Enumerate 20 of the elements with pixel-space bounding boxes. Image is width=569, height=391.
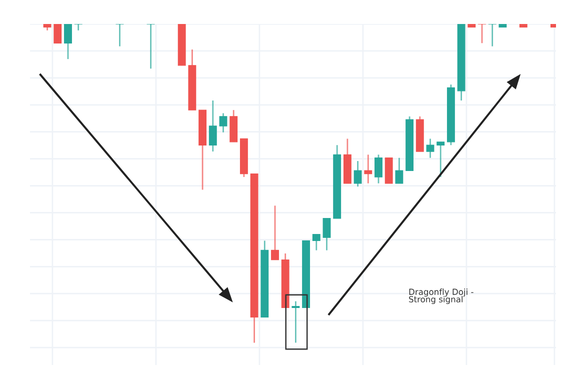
candlestick: [208, 100, 217, 152]
candlestick: [322, 218, 331, 251]
candlestick: [395, 157, 404, 184]
annotation: Dragonfly Doji - Strong signal: [409, 288, 474, 304]
candlestick: [54, 24, 62, 44]
candlestick: [146, 24, 155, 70]
candlestick: [478, 24, 486, 44]
candlestick: [64, 24, 72, 60]
candlestick: [116, 24, 124, 48]
candlestick: [354, 160, 362, 188]
candlestick: [488, 24, 496, 48]
candlestick: [312, 234, 320, 251]
candlestick: [74, 24, 82, 32]
candlestick: [219, 112, 228, 134]
candlestick: [364, 154, 372, 184]
candlestick: [271, 204, 279, 261]
candlestick: [436, 141, 445, 178]
candlestick: [426, 138, 434, 159]
candlestick: [292, 300, 300, 344]
candlestick: [374, 154, 382, 184]
